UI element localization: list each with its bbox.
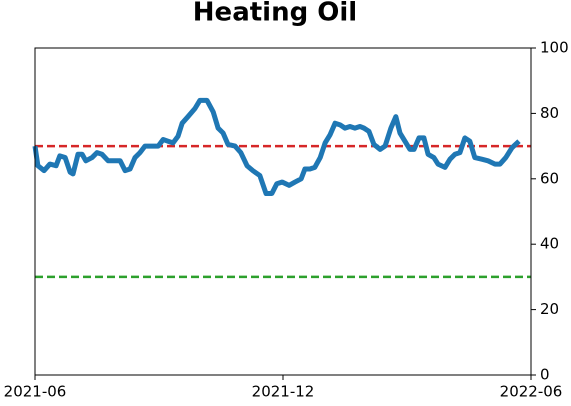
x-tick-label: 2021-12 — [252, 383, 315, 401]
x-tick-label: 2022-06 — [500, 383, 563, 401]
y-tick-label: 60 — [540, 169, 559, 187]
y-tick-label: 20 — [540, 300, 559, 318]
chart-title: Heating Oil — [193, 0, 357, 28]
y-tick-label: 80 — [540, 104, 559, 122]
y-tick-label: 0 — [540, 366, 550, 384]
x-tick-label: 2021-06 — [4, 383, 67, 401]
y-tick-label: 100 — [540, 39, 569, 57]
plot-frame — [34, 47, 532, 376]
data-line — [32, 97, 521, 197]
y-tick-label: 40 — [540, 235, 559, 253]
